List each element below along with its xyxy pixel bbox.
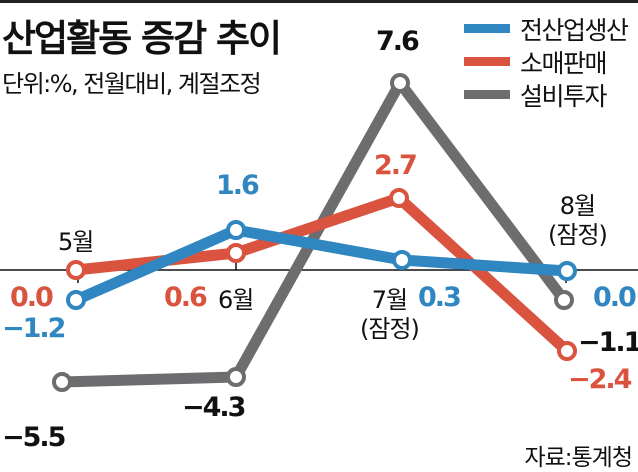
point-marker (66, 260, 86, 280)
top-rule (0, 0, 638, 3)
source-note: 자료:통계청 (524, 445, 633, 471)
legend-item-retail: 소매판매 (464, 45, 628, 78)
month-label-sub: (잠정) (548, 221, 608, 249)
point-marker (557, 341, 577, 361)
value-label-investment-july: 7.6 (376, 26, 420, 57)
point-marker (226, 243, 246, 263)
value-label-retail-june: 0.6 (164, 282, 208, 313)
legend: 전산업생산 소매판매 설비투자 (464, 12, 629, 111)
legend-swatch-blue (464, 24, 510, 33)
point-marker (226, 220, 246, 240)
point-marker (392, 250, 412, 270)
series-production-line (73, 224, 568, 306)
value-label-production-may: −1.2 (2, 313, 66, 344)
point-marker (557, 261, 577, 281)
month-label-sub: (잠정) (360, 315, 420, 343)
legend-item-production: 전산업생산 (464, 12, 629, 45)
value-label-retail-august: −2.4 (568, 364, 632, 395)
series-retail-line (75, 192, 571, 356)
month-label-july: 7월 (잠정) (360, 286, 420, 344)
value-label-retail-may: 0.0 (10, 282, 54, 313)
point-marker (52, 372, 72, 392)
point-marker (66, 290, 86, 310)
month-label-text: 7월 (371, 286, 408, 314)
value-label-production-july: 0.3 (418, 282, 462, 313)
value-label-investment-august: −1.1 (578, 327, 638, 358)
chart-subtitle: 단위:%, 전월대비, 계절조정 (2, 70, 262, 98)
value-label-production-june: 1.6 (216, 170, 260, 201)
legend-item-investment: 설비투자 (464, 78, 628, 111)
point-marker (389, 188, 409, 208)
point-marker (390, 73, 410, 93)
chart-title: 산업활동 증감 추이 (2, 17, 282, 60)
month-label-text: 8월 (559, 192, 596, 220)
legend-swatch-gray (464, 90, 510, 99)
value-label-production-august: 0.0 (593, 282, 637, 313)
legend-label: 소매판매 (520, 48, 608, 78)
month-label-may: 5월 (58, 228, 94, 256)
value-label-investment-june: −4.3 (182, 392, 246, 423)
value-label-investment-may: −5.5 (2, 422, 66, 453)
point-marker (226, 367, 246, 387)
legend-swatch-red (464, 57, 510, 66)
legend-label: 설비투자 (520, 81, 608, 111)
month-label-june: 6월 (218, 286, 254, 314)
point-marker (554, 290, 574, 310)
month-label-august: 8월 (잠정) (548, 192, 608, 250)
legend-label: 전산업생산 (520, 15, 629, 45)
value-label-retail-july: 2.7 (374, 150, 418, 181)
